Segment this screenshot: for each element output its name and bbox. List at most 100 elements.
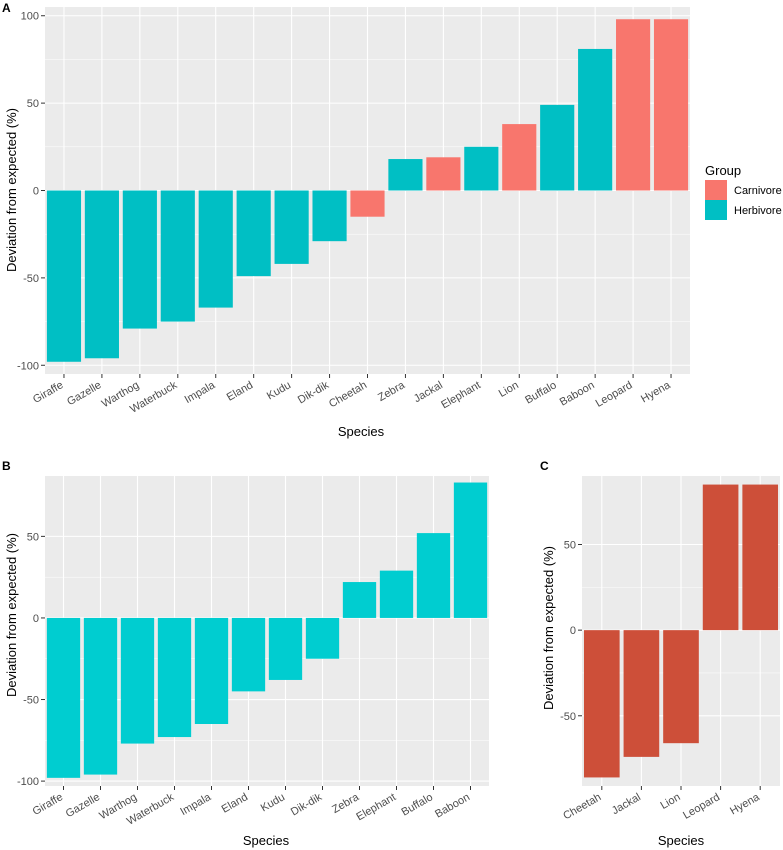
legend-title: Group <box>705 163 741 178</box>
bar-gazelle <box>83 617 118 775</box>
panel-b: B -100 -50 0 50 GiraffeGazelleWarthogWaterb… <box>2 459 489 848</box>
x-tick-label: Cheetah <box>327 379 369 410</box>
bar-jackal <box>426 157 461 191</box>
x-tick-label: Eland <box>225 379 255 403</box>
y-tick-label: 100 <box>21 11 39 23</box>
x-tick-label: Leopard <box>594 379 635 410</box>
x-tick-label: Impala <box>183 379 218 406</box>
x-tick-label: Elephant <box>439 379 483 411</box>
x-tick-label: Elephant <box>354 791 398 823</box>
panel-b-x-axis-title: Species <box>243 833 290 848</box>
x-tick-label: Kudu <box>259 791 287 814</box>
legend-key-herbivore <box>705 200 727 220</box>
bar-buffalo <box>540 104 575 191</box>
y-tick-label: 50 <box>564 540 576 552</box>
y-tick-label: -50 <box>23 695 39 707</box>
bar-jackal <box>623 630 660 757</box>
legend-label-carnivore: Carnivore <box>734 185 782 197</box>
bar-buffalo <box>416 533 451 618</box>
x-tick-label: Cheetah <box>561 791 603 822</box>
bar-kudu <box>274 190 309 264</box>
bar-cheetah <box>583 630 620 778</box>
x-tick-label: Hyena <box>728 791 762 818</box>
y-tick-label: 0 <box>33 613 39 625</box>
x-tick-label: Dik-dik <box>289 791 325 818</box>
x-tick-label: Dik-dik <box>296 379 332 406</box>
panel-a: A -100 -50 0 50 100 Giraffe GazelleWarthogWat… <box>2 1 690 439</box>
bar-warthog <box>120 617 155 744</box>
x-tick-label: Eland <box>220 791 250 815</box>
x-tick-label: Kudu <box>265 379 293 402</box>
x-tick-label: Buffalo <box>400 791 435 818</box>
y-tick-label: 0 <box>33 186 39 198</box>
bar-hyena <box>742 484 779 631</box>
bar-elephant <box>464 146 499 191</box>
y-tick-label: -100 <box>17 776 39 788</box>
x-tick-label: Impala <box>178 791 213 818</box>
panel-c-bars <box>583 484 779 778</box>
bar-lion <box>663 630 699 744</box>
bar-eland <box>231 617 266 692</box>
bar-leopard <box>616 19 651 191</box>
x-tick-label: Lion <box>658 791 682 812</box>
y-tick-label: 50 <box>27 531 39 543</box>
legend: Group Carnivore Herbivore <box>705 163 782 220</box>
bar-leopard <box>702 484 739 631</box>
bar-eland <box>236 190 271 277</box>
bar-elephant <box>379 570 414 618</box>
panel-b-y-axis-title: Deviation from expected (%) <box>4 533 19 697</box>
bar-dik-dik <box>305 617 340 659</box>
y-tick-label: 0 <box>570 625 576 637</box>
bar-baboon <box>578 48 613 191</box>
bar-dik-dik <box>312 190 347 242</box>
x-tick-label: Jackal <box>610 791 643 817</box>
x-tick-label: Leopard <box>681 791 722 822</box>
y-tick-label: 50 <box>27 98 39 110</box>
panel-b-bars <box>46 482 488 778</box>
panel-c-letter: C <box>540 459 549 473</box>
panel-c-x-axis-title: Species <box>658 833 705 848</box>
bar-baboon <box>453 482 488 618</box>
bar-zebra <box>388 159 423 191</box>
x-tick-label: Gazelle <box>64 791 102 820</box>
bar-warthog <box>122 190 157 329</box>
panel-a-bars <box>46 19 689 362</box>
bar-zebra <box>342 582 377 618</box>
bar-impala <box>194 617 229 724</box>
bar-hyena <box>653 19 689 191</box>
x-tick-label: Gazelle <box>65 379 103 408</box>
legend-key-carnivore <box>705 180 727 200</box>
x-tick-label: Giraffe <box>31 791 65 818</box>
panel-a-x-axis-title: Species <box>338 424 385 439</box>
bar-giraffe <box>46 617 81 778</box>
x-tick-label: Zebra <box>376 379 408 404</box>
bar-cheetah <box>350 190 385 217</box>
bar-gazelle <box>84 190 119 359</box>
panel-b-letter: B <box>2 459 11 473</box>
bar-kudu <box>268 617 303 680</box>
y-tick-label: -100 <box>17 360 39 372</box>
bar-waterbuck <box>160 190 195 322</box>
panel-c-y-axis-title: Deviation from expected (%) <box>541 546 556 710</box>
x-tick-label: Giraffe <box>31 379 65 406</box>
x-tick-label: Lion <box>497 379 521 400</box>
bar-lion <box>502 124 537 191</box>
y-tick-label: -50 <box>560 711 576 723</box>
x-tick-label: Hyena <box>639 379 673 406</box>
panel-a-y-axis-title: Deviation from expected (%) <box>4 108 19 272</box>
panel-b-plot-area <box>45 476 489 786</box>
x-tick-label: Baboon <box>558 379 597 408</box>
legend-label-herbivore: Herbivore <box>734 205 782 217</box>
panel-c-y-ticks: -50 0 50 <box>560 540 582 723</box>
bar-giraffe <box>46 190 82 362</box>
y-tick-label: -50 <box>23 273 39 285</box>
panel-a-y-ticks: -100 -50 0 50 100 <box>17 11 45 372</box>
x-tick-label: Baboon <box>433 791 472 820</box>
panel-b-y-ticks: -100 -50 0 50 <box>17 531 45 788</box>
bar-impala <box>198 190 233 308</box>
